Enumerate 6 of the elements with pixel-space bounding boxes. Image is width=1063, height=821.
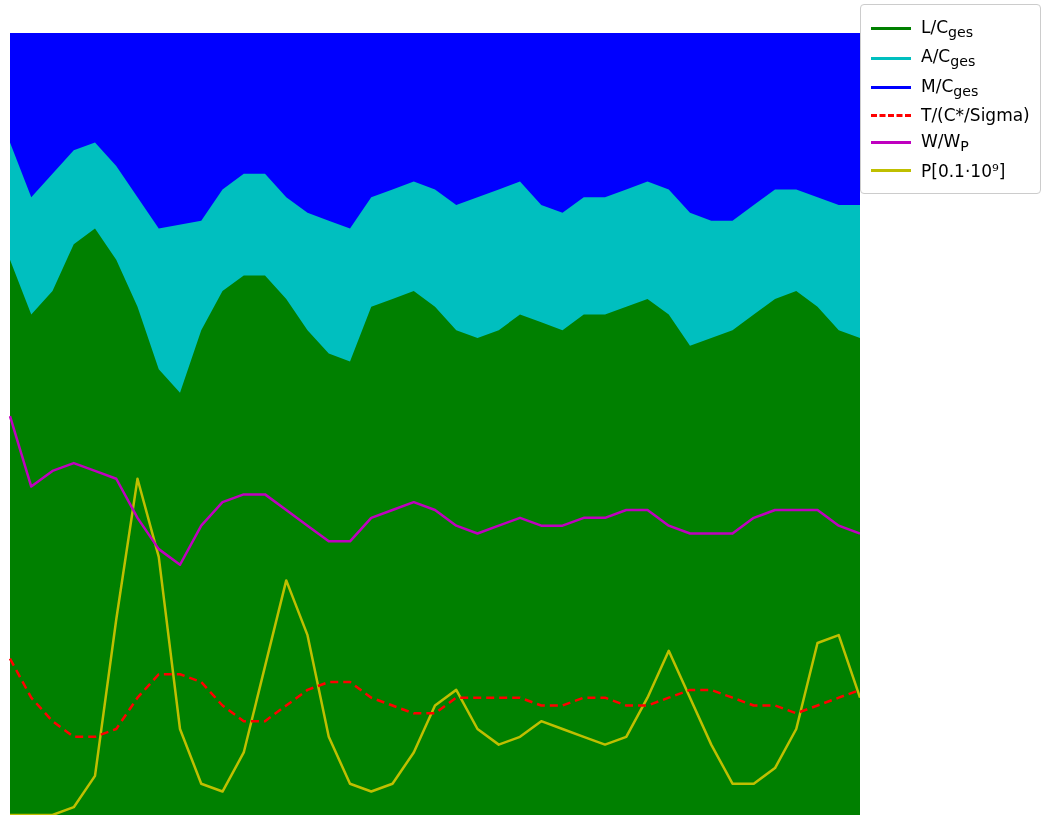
legend-label: L/C$_{ges}$ xyxy=(921,17,974,41)
legend-label: M/C$_{ges}$ xyxy=(921,75,979,100)
legend-label: W/W$_{P}$ xyxy=(921,131,969,155)
legend-label: P[0.1·10⁹] xyxy=(921,160,1006,181)
legend-label: A/C$_{ges}$ xyxy=(921,46,976,70)
legend-label: T/(C*/Sigma) xyxy=(921,105,1030,126)
